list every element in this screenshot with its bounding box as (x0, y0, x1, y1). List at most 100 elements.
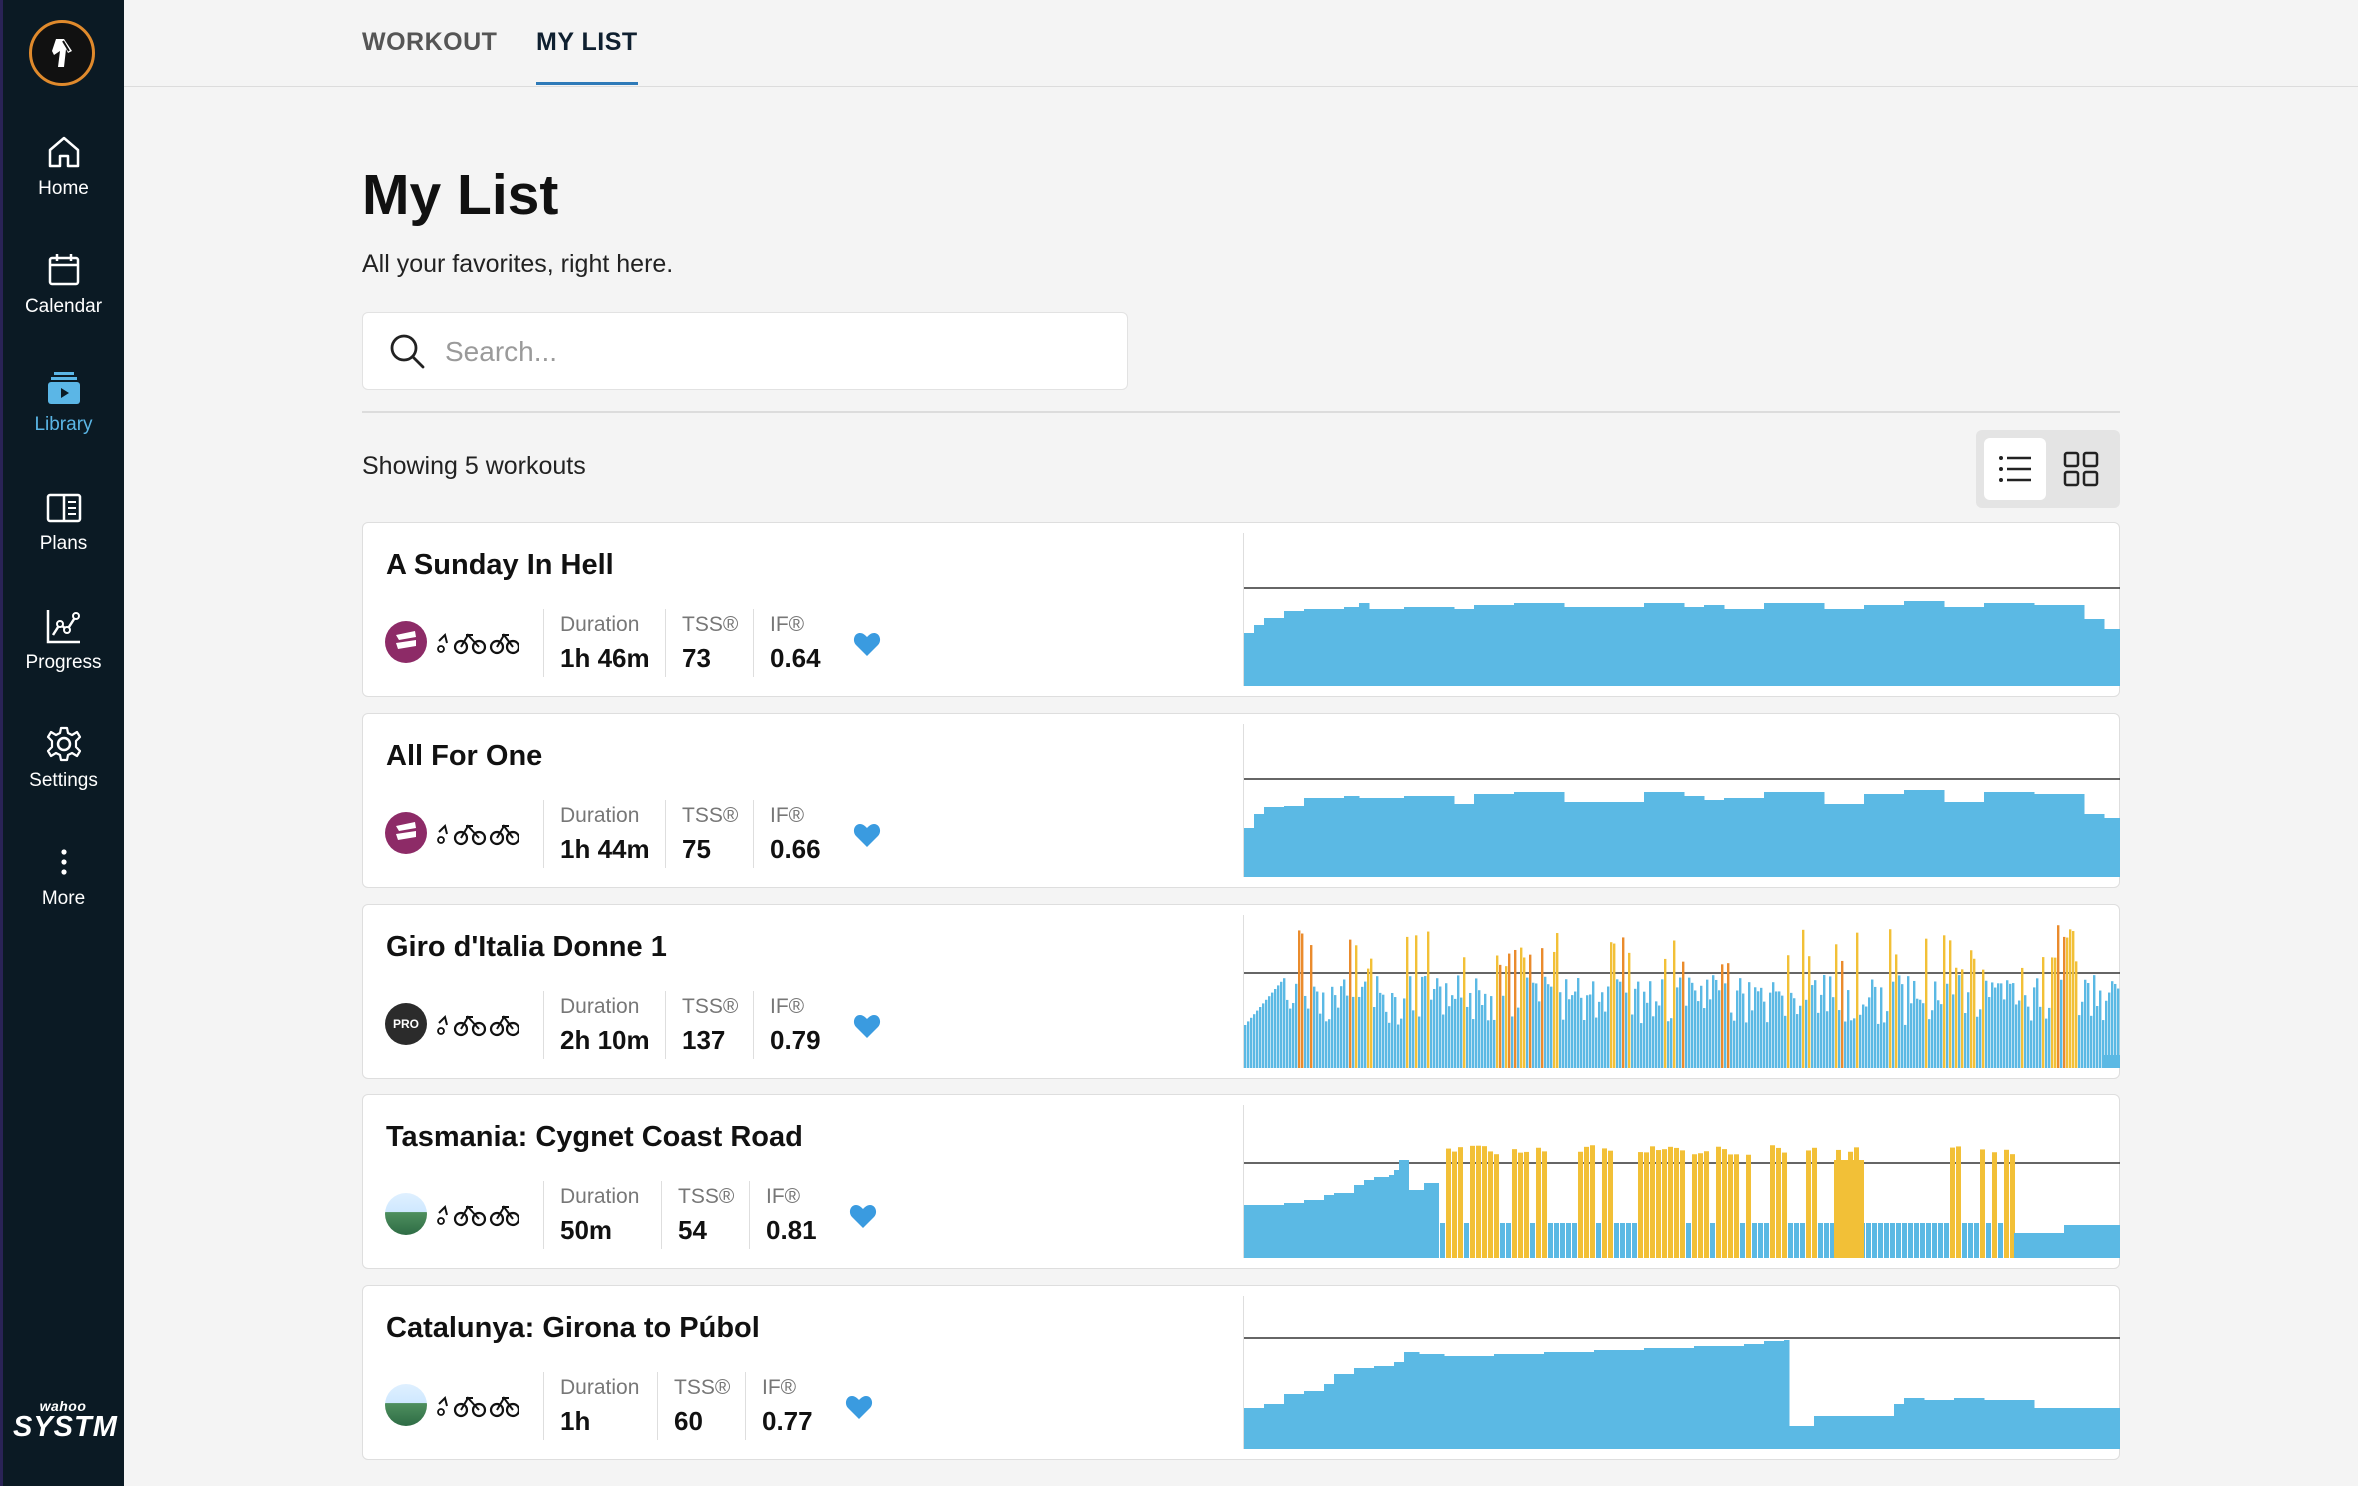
favorite-button[interactable] (849, 1203, 877, 1234)
duration-label: Duration (560, 995, 640, 1018)
power-bar (1652, 1016, 1655, 1068)
power-bar (1997, 983, 2000, 1068)
power-bar (1859, 1014, 1862, 1068)
sidebar-item-settings[interactable]: Settings (3, 720, 124, 792)
power-bar (1280, 981, 1283, 1068)
power-bar (1460, 997, 1463, 1068)
power-bar (1864, 605, 1905, 686)
power-bar (1604, 1011, 1607, 1068)
power-bar (2108, 992, 2111, 1068)
search-input[interactable] (443, 327, 1087, 377)
power-bar (1361, 986, 1364, 1068)
power-bar (1334, 995, 1337, 1068)
power-bar (1772, 982, 1775, 1068)
power-bar (1524, 1151, 1529, 1258)
workout-card[interactable]: Giro d'Italia Donne 1 PRO Duration 2h 10… (362, 904, 2120, 1079)
page-title: My List (362, 163, 559, 227)
power-bar (1787, 955, 1790, 1068)
power-bar (1778, 991, 1781, 1068)
power-bar (1313, 986, 1316, 1068)
power-bar (1932, 1223, 1937, 1258)
power-bar (1616, 979, 1619, 1068)
sidebar-item-calendar[interactable]: Calendar (3, 246, 124, 318)
power-bar (1934, 981, 1937, 1068)
power-bar (1950, 1147, 1955, 1258)
workout-power-profile (1243, 915, 2120, 1068)
if-stat: IF® 0.81 (749, 1181, 817, 1249)
power-bar (2004, 1149, 2009, 1258)
power-bar (2084, 814, 2105, 877)
power-bar (1904, 1398, 1925, 1449)
power-bar (1724, 983, 1727, 1068)
power-bar (1400, 1018, 1403, 1068)
workout-card[interactable]: All For One Duration 1h 44m TSS® 75 IF® … (362, 713, 2120, 888)
sidebar-item-library[interactable]: Library (3, 364, 124, 436)
tss-label: TSS® (678, 1185, 735, 1208)
tab-workout[interactable]: WORKOUT (362, 28, 498, 56)
power-bar (1724, 798, 1765, 877)
app-logo[interactable] (29, 20, 95, 86)
power-bar (1277, 985, 1280, 1068)
power-bar (1493, 1019, 1496, 1068)
workout-title[interactable]: Catalunya: Girona to Púbol (386, 1312, 760, 1344)
sidebar-item-home[interactable]: Home (3, 128, 124, 200)
power-bar (1487, 1020, 1490, 1068)
power-bar (1586, 995, 1589, 1068)
power-bar (1592, 981, 1595, 1068)
power-bar (1344, 607, 1360, 686)
workout-card[interactable]: A Sunday In Hell Duration 1h 46m TSS® 73… (362, 522, 2120, 697)
workout-title[interactable]: Giro d'Italia Donne 1 (386, 931, 667, 963)
power-bar (1944, 607, 1985, 686)
power-bar (1898, 975, 1901, 1068)
power-bar (1304, 1391, 1325, 1449)
power-bar (1367, 968, 1370, 1068)
power-bar (1598, 1001, 1601, 1068)
power-bar (1676, 987, 1679, 1068)
tab-my-list[interactable]: MY LIST (536, 28, 638, 56)
power-bar (1532, 982, 1535, 1068)
power-bar (1445, 983, 1448, 1068)
power-bar (1542, 1151, 1547, 1258)
favorite-button[interactable] (853, 631, 881, 662)
workout-card[interactable]: Catalunya: Girona to Púbol Duration 1h T… (362, 1285, 2120, 1460)
power-bar (1406, 936, 1409, 1068)
power-bar (1710, 1223, 1715, 1258)
workout-title[interactable]: Tasmania: Cygnet Coast Road (386, 1121, 803, 1153)
sidebar-item-more[interactable]: More (3, 838, 124, 910)
power-bar (1292, 1003, 1295, 1068)
power-bar (1994, 987, 1997, 1068)
tss-label: TSS® (682, 995, 739, 1018)
power-bar (1452, 1151, 1457, 1258)
power-bar (1680, 1150, 1685, 1258)
favorite-button[interactable] (853, 822, 881, 853)
power-bar (1403, 998, 1406, 1068)
power-bar (1571, 995, 1574, 1068)
landscape-badge-icon (385, 1193, 427, 1235)
sidebar-item-plans[interactable]: Plans (3, 483, 124, 555)
power-bar (1943, 935, 1946, 1068)
workout-card[interactable]: Tasmania: Cygnet Coast Road Duration 50m… (362, 1094, 2120, 1269)
power-bar (1264, 618, 1285, 686)
power-bar (1284, 611, 1305, 686)
power-bar (1688, 977, 1691, 1068)
power-bar (1704, 605, 1725, 686)
favorite-button[interactable] (853, 1013, 881, 1044)
power-bar (1890, 1223, 1895, 1258)
list-view-button[interactable] (1984, 438, 2046, 500)
grid-view-button[interactable] (2050, 438, 2112, 500)
power-bar (1894, 1404, 1905, 1449)
workout-title[interactable]: A Sunday In Hell (386, 549, 614, 581)
workout-title[interactable]: All For One (386, 740, 543, 772)
power-bar (1454, 804, 1475, 877)
power-bar (1796, 1014, 1799, 1068)
workout-power-profile (1243, 1105, 2120, 1258)
power-bar (1886, 1011, 1889, 1068)
sidebar-item-progress[interactable]: Progress (3, 602, 124, 674)
power-bar (1856, 932, 1859, 1068)
power-bar (1622, 937, 1625, 1068)
bike-icons (437, 1205, 521, 1227)
favorite-button[interactable] (845, 1394, 873, 1425)
tss-stat: TSS® 73 (665, 609, 738, 677)
power-bar (1864, 794, 1905, 877)
power-bar (1889, 929, 1892, 1068)
